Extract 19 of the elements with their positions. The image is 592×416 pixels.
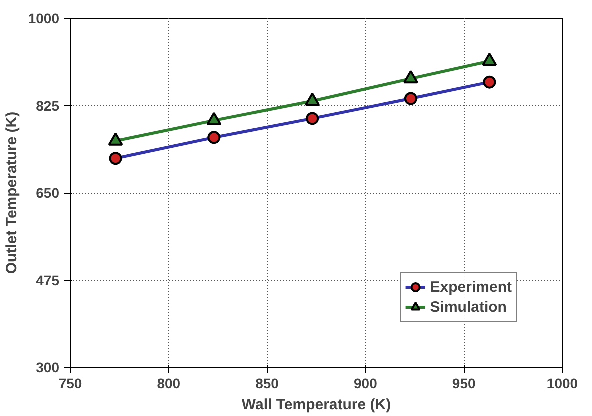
y-tick-label: 825	[36, 98, 60, 114]
y-tick-label: 650	[36, 185, 60, 201]
x-tick-label: 900	[354, 376, 378, 392]
point	[206, 112, 222, 126]
y-tick-label: 1000	[28, 10, 60, 26]
x-axis-title: Wall Temperature (K)	[242, 396, 392, 414]
x-tick-label: 850	[256, 376, 280, 392]
point	[482, 52, 498, 66]
x-tick-label: 1000	[546, 376, 578, 392]
y-tick-label: 475	[36, 272, 60, 288]
y-axis-title: Outlet Temperature (K)	[3, 112, 20, 274]
point	[403, 70, 418, 84]
x-tick-label: 950	[452, 376, 476, 392]
legend-label: Simulation	[430, 298, 507, 316]
y-tick-label: 300	[36, 360, 60, 376]
legend-label: Experiment	[430, 278, 512, 296]
x-tick-label: 800	[157, 376, 181, 392]
x-tick-label: 750	[58, 376, 82, 392]
point	[305, 92, 320, 106]
